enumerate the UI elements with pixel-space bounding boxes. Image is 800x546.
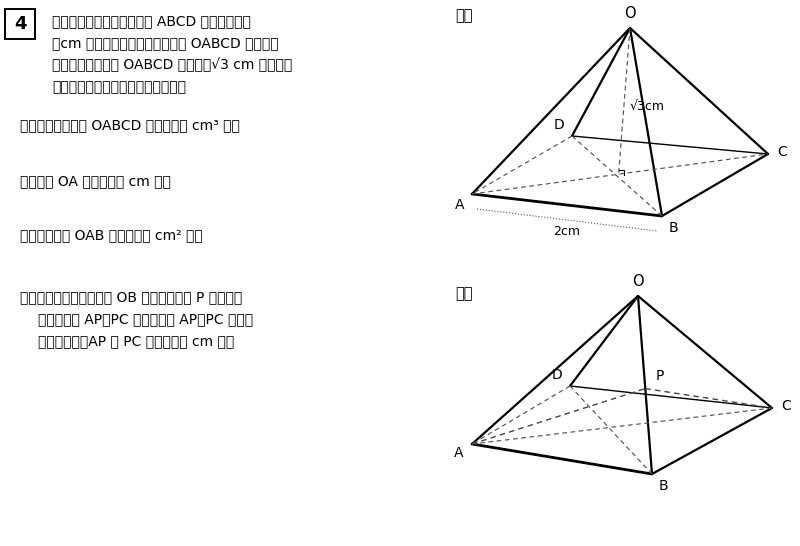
Text: O: O xyxy=(632,274,644,289)
Text: √3cm: √3cm xyxy=(630,100,664,113)
Text: C: C xyxy=(781,399,790,413)
Text: D: D xyxy=(551,368,562,382)
Text: B: B xyxy=(669,221,678,235)
Text: ２つの線分 AP、PC の長さの和 AP＋PC が最小: ２つの線分 AP、PC の長さの和 AP＋PC が最小 xyxy=(38,312,253,326)
Text: D: D xyxy=(554,118,564,132)
Text: 図２: 図２ xyxy=(455,286,473,301)
Text: B: B xyxy=(659,479,669,493)
Text: 図１、図２のように、底面 ABCD が１辺の長さ: 図１、図２のように、底面 ABCD が１辺の長さ xyxy=(52,14,251,28)
Text: 問３　三角形 OAB の面積は何 cm² か。: 問３ 三角形 OAB の面積は何 cm² か。 xyxy=(20,228,202,242)
Text: また、正四角すい OABCD の高さは√3 cm である。: また、正四角すい OABCD の高さは√3 cm である。 xyxy=(52,58,292,73)
Text: 2cm: 2cm xyxy=(554,225,581,238)
Text: ２cm の正方形である正四角すい OABCD がある。: ２cm の正方形である正四角すい OABCD がある。 xyxy=(52,36,278,50)
Text: 図１: 図１ xyxy=(455,8,473,23)
Text: 問４　図２において、辺 OB 上を動く点を P とする。: 問４ 図２において、辺 OB 上を動く点を P とする。 xyxy=(20,290,242,304)
Text: C: C xyxy=(777,145,786,159)
Text: このとき、次の問いに答えなさい。: このとき、次の問いに答えなさい。 xyxy=(52,80,186,94)
Text: 問２　辺 OA の長さは何 cm か。: 問２ 辺 OA の長さは何 cm か。 xyxy=(20,174,171,188)
Text: A: A xyxy=(454,198,464,212)
Text: P: P xyxy=(655,369,664,383)
Text: 4: 4 xyxy=(14,15,26,33)
Text: O: O xyxy=(624,6,636,21)
Text: 問１　正四角すい OABCD の体積は何 cm³ か。: 問１ 正四角すい OABCD の体積は何 cm³ か。 xyxy=(20,118,240,132)
Text: となるとき、AP ＋ PC の長さは何 cm か。: となるとき、AP ＋ PC の長さは何 cm か。 xyxy=(38,334,234,348)
Text: A: A xyxy=(454,446,463,460)
FancyBboxPatch shape xyxy=(5,9,35,39)
